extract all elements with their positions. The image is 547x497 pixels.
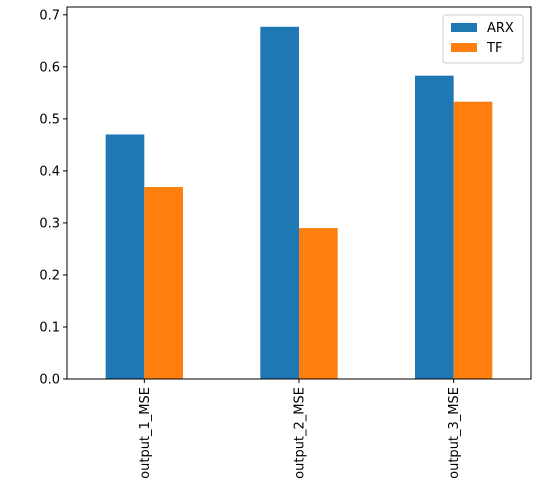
y-tick-label: 0.5 xyxy=(39,112,60,127)
legend-swatch-arx xyxy=(451,23,477,32)
bar-tf-1 xyxy=(144,187,183,379)
y-tick-label: 0.2 xyxy=(39,268,60,283)
bar-tf-2 xyxy=(299,228,338,379)
y-tick-label: 0.6 xyxy=(39,60,60,75)
y-tick-label: 0.7 xyxy=(39,8,60,23)
x-tick-label: output_2_MSE xyxy=(293,387,308,479)
legend: ARX TF xyxy=(442,14,524,64)
legend-swatch-tf xyxy=(451,43,477,52)
x-tick-label: output_1_MSE xyxy=(138,387,153,479)
bars-group xyxy=(105,26,493,379)
y-tick-label: 0.1 xyxy=(39,320,60,335)
legend-label-tf: TF xyxy=(486,41,502,56)
y-tick-label: 0.0 xyxy=(39,373,60,388)
y-tick-label: 0.3 xyxy=(39,216,60,231)
x-tick-label: output_3_MSE xyxy=(447,387,462,479)
x-axis: output_1_MSE output_2_MSE output_3_MSE xyxy=(138,379,462,479)
y-axis: 0.0 0.1 0.2 0.3 0.4 0.5 0.6 0.7 xyxy=(39,8,67,388)
bar-arx-1 xyxy=(105,134,145,379)
bar-arx-2 xyxy=(260,26,299,379)
y-tick-label: 0.4 xyxy=(39,164,60,179)
bar-arx-3 xyxy=(415,75,454,379)
bar-tf-3 xyxy=(453,101,493,379)
plot-frame xyxy=(66,6,532,380)
legend-label-arx: ARX xyxy=(487,21,514,36)
